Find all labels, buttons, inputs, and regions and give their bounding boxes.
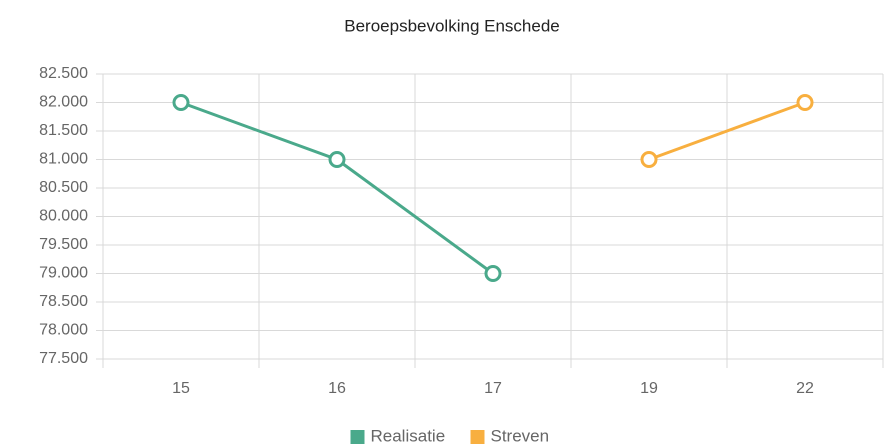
y-tick-label: 82.500 [39,65,88,82]
y-tick-label: 79.000 [39,265,88,282]
y-tick-label: 81.000 [39,151,88,168]
line [648,101,806,161]
point [172,94,190,111]
legend-label: Realisatie [371,426,446,445]
x-tick-label: 16 [328,380,346,397]
point [640,151,658,168]
y-tick-label: 78.000 [39,322,88,339]
y-tick-label: 79.500 [39,236,88,253]
chart-title: Beroepsbevolking Enschede [344,16,559,35]
x-tick-label: 19 [640,380,658,397]
point [328,151,346,168]
legend-label: Streven [491,426,550,445]
legend-swatch[interactable] [350,430,365,444]
point [796,94,814,111]
y-tick-label: 80.500 [39,179,88,196]
x-tick-label: 17 [484,380,502,397]
y-tick-label: 77.500 [39,350,88,367]
legend-swatch[interactable] [470,430,485,444]
x-tick-label: 22 [796,380,814,397]
point [484,265,502,282]
y-tick-label: 81.500 [39,122,88,139]
y-tick-label: 78.500 [39,293,88,310]
y-tick-label: 80.000 [39,208,88,225]
x-tick-label: 15 [172,380,190,397]
y-tick-label: 82.000 [39,94,88,111]
